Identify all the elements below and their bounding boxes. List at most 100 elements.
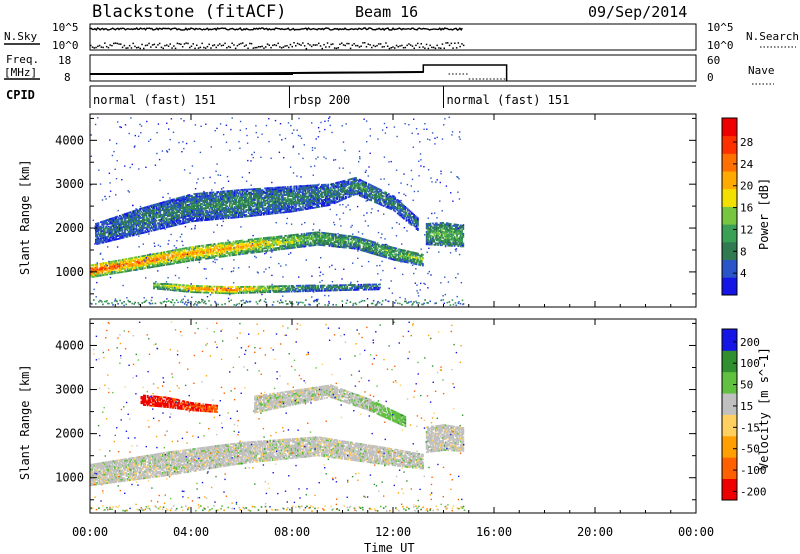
echo-cell bbox=[322, 232, 325, 234]
echo-cell bbox=[197, 210, 200, 213]
echo-cell bbox=[418, 260, 421, 263]
echo-cell bbox=[106, 229, 109, 232]
echo-cell bbox=[153, 229, 155, 232]
echo-cell bbox=[172, 209, 174, 212]
echo-cell bbox=[218, 198, 221, 201]
echo-cell bbox=[221, 190, 224, 193]
echo-cell bbox=[259, 206, 261, 209]
echo-cell bbox=[316, 196, 318, 199]
echo-cell bbox=[183, 259, 186, 262]
noise-search-point bbox=[183, 43, 186, 45]
echo-cell bbox=[318, 244, 321, 246]
echo-cell bbox=[396, 249, 399, 252]
echo-cell bbox=[409, 257, 412, 260]
echo-cell bbox=[209, 205, 212, 207]
echo-cell bbox=[185, 198, 188, 200]
noise-search-point bbox=[332, 43, 334, 45]
echo-cell bbox=[289, 239, 292, 241]
echo-cell bbox=[280, 246, 283, 249]
echo-cell bbox=[350, 244, 352, 247]
echo-cell bbox=[115, 263, 118, 265]
echo-cell bbox=[183, 214, 186, 217]
echo-cell bbox=[114, 232, 116, 235]
echo-cell bbox=[197, 213, 200, 216]
echo-cell bbox=[191, 259, 193, 262]
echo-cell bbox=[135, 256, 138, 259]
echo-cell bbox=[201, 256, 203, 259]
echo-cell bbox=[265, 199, 268, 202]
echo-cell bbox=[146, 266, 149, 269]
echo-cell bbox=[145, 260, 148, 263]
echo-cell bbox=[239, 192, 241, 194]
echo-cell bbox=[175, 248, 178, 251]
echo-cell bbox=[163, 227, 165, 229]
echo-cell bbox=[111, 237, 114, 240]
echo-cell bbox=[183, 197, 186, 199]
echo-cell bbox=[116, 270, 119, 273]
echo-cell bbox=[280, 208, 283, 211]
echo-cell bbox=[245, 214, 248, 216]
echo-cell bbox=[377, 254, 380, 257]
echo-cell bbox=[192, 214, 195, 217]
echo-cell bbox=[153, 253, 155, 255]
echo-cell bbox=[302, 188, 304, 191]
echo-cell bbox=[289, 195, 292, 197]
echo-cell bbox=[244, 251, 246, 254]
echo-cell bbox=[268, 188, 270, 191]
echo-cell bbox=[293, 190, 296, 193]
echo-cell bbox=[201, 250, 203, 253]
echo-cell bbox=[146, 212, 149, 214]
noise-search-point bbox=[272, 44, 274, 47]
echo-cell bbox=[201, 218, 203, 220]
echo-cell bbox=[302, 194, 304, 197]
echo-cell bbox=[328, 237, 331, 240]
echo-cell bbox=[203, 250, 206, 253]
echo-cell bbox=[208, 255, 211, 258]
echo-cell bbox=[206, 202, 208, 205]
echo-cell bbox=[144, 226, 147, 229]
noise-search-point bbox=[418, 46, 421, 49]
echo-cell bbox=[286, 241, 289, 243]
echo-cell bbox=[164, 257, 167, 260]
echo-cell bbox=[279, 235, 282, 238]
echo-cell bbox=[155, 207, 158, 210]
echo-cell bbox=[141, 218, 144, 220]
echo-cell bbox=[230, 194, 232, 197]
echo-cell bbox=[188, 219, 191, 222]
echo-cell bbox=[207, 215, 210, 218]
noise-search-point bbox=[289, 43, 292, 46]
echo-cell bbox=[91, 270, 94, 272]
echo-cell bbox=[399, 255, 402, 257]
echo-cell bbox=[180, 213, 183, 216]
echo-cell bbox=[322, 205, 325, 207]
echo-cell bbox=[149, 263, 152, 266]
echo-cell bbox=[242, 203, 245, 206]
echo-cell bbox=[252, 251, 255, 254]
echo-cell bbox=[199, 200, 202, 202]
echo-cell bbox=[193, 199, 196, 201]
noise-search-point bbox=[369, 44, 371, 46]
echo-cell bbox=[172, 201, 174, 204]
echo-cell bbox=[145, 207, 148, 210]
echo-cell bbox=[220, 248, 222, 251]
echo-cell bbox=[285, 192, 288, 195]
noise-search-point bbox=[300, 44, 302, 46]
echo-cell bbox=[276, 192, 279, 195]
echo-cell bbox=[119, 236, 121, 238]
echo-cell bbox=[170, 253, 173, 256]
echo-cell bbox=[192, 252, 195, 254]
echo-cell bbox=[276, 188, 279, 190]
echo-cell bbox=[221, 204, 224, 206]
echo-cell bbox=[228, 203, 231, 206]
echo-cell bbox=[198, 257, 201, 259]
echo-cell bbox=[304, 188, 307, 190]
echo-cell bbox=[93, 272, 96, 275]
noise-search-point bbox=[362, 42, 364, 44]
echo-cell bbox=[158, 219, 160, 221]
echo-cell bbox=[314, 200, 317, 202]
echo-cell bbox=[188, 258, 191, 261]
echo-cell bbox=[173, 249, 176, 252]
echo-cell bbox=[342, 237, 345, 240]
echo-cell bbox=[283, 187, 285, 190]
echo-cell bbox=[263, 192, 265, 194]
